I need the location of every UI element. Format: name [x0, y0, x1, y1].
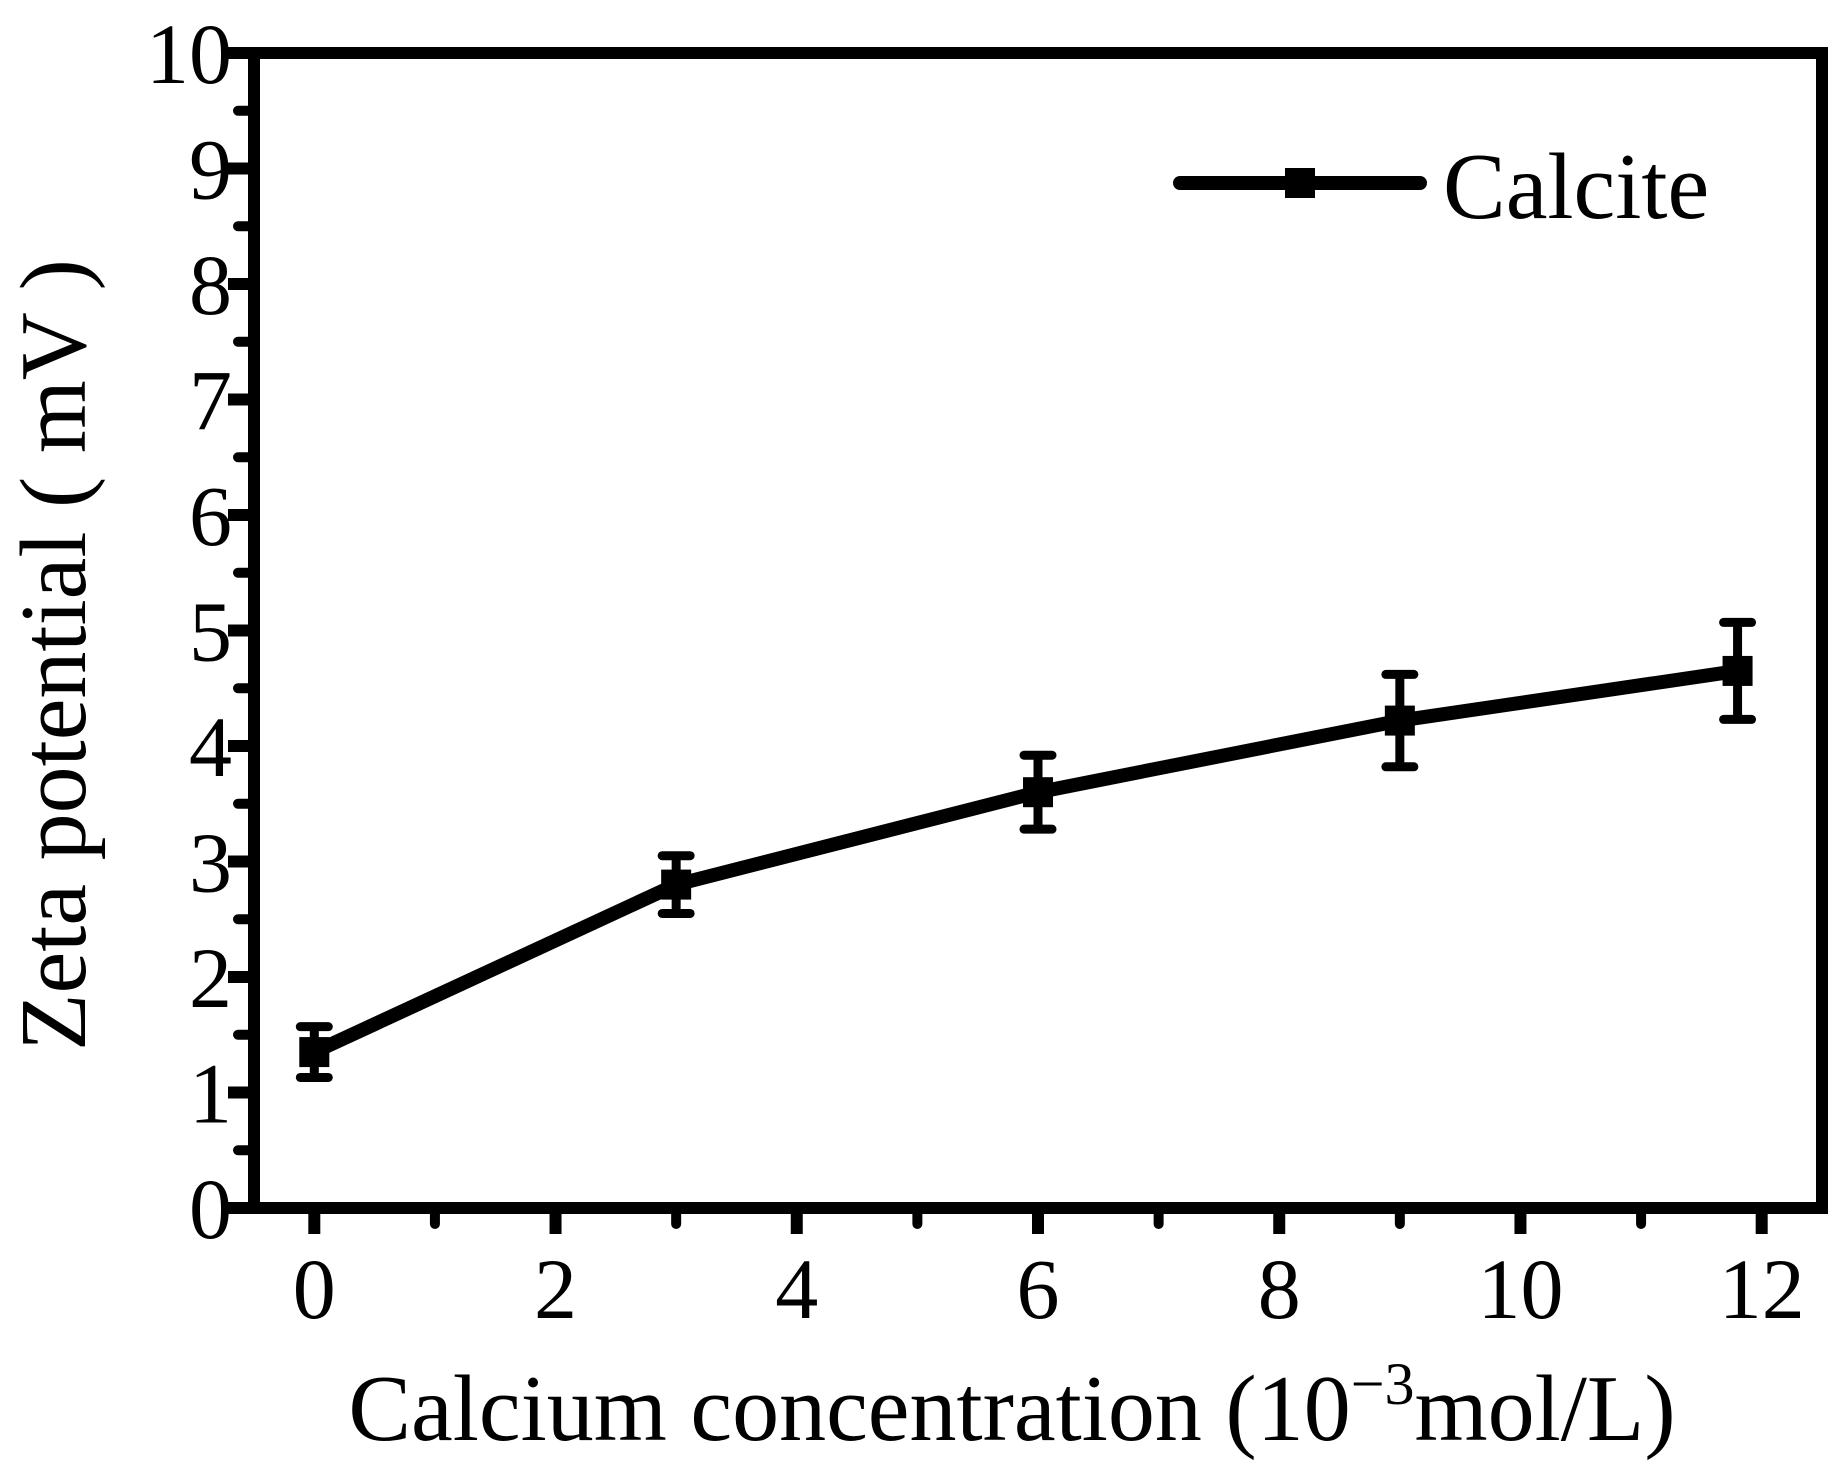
x-tick-label: 2 [534, 1241, 577, 1337]
data-point [299, 1037, 330, 1068]
y-axis-title: Zeta potential ( mV ) [2, 259, 106, 1051]
x-axis-title-main: Calcium concentration (10 [348, 1357, 1350, 1461]
legend: Calcite [1173, 135, 1709, 239]
y-tick-label: 5 [189, 584, 232, 680]
y-tick-label: 10 [146, 6, 232, 102]
y-tick-label: 2 [189, 930, 232, 1026]
x-tick-labels: 0 2 4 6 8 10 12 [293, 1241, 1805, 1337]
y-tick-label: 4 [189, 699, 232, 795]
x-tick-label: 12 [1719, 1241, 1805, 1337]
y-tick-label: 8 [189, 237, 232, 333]
x-axis-title-end: mol/L) [1415, 1357, 1676, 1461]
y-tick-label: 3 [189, 815, 232, 911]
series-layer [295, 617, 1757, 1082]
legend-label: Calcite [1443, 135, 1709, 239]
series-line-calcite [307, 663, 1745, 1060]
x-axis-title-superscript: −3 [1351, 1351, 1415, 1417]
y-tick-label: 0 [189, 1161, 232, 1257]
y-tick-label: 9 [189, 122, 232, 218]
y-tick-labels: 0 1 2 3 4 5 6 7 8 9 10 [146, 6, 232, 1257]
legend-marker [1285, 168, 1315, 198]
data-point [661, 869, 692, 900]
x-tick-label: 0 [293, 1241, 336, 1337]
x-tick-label: 4 [775, 1241, 818, 1337]
x-tick-label: 6 [1017, 1241, 1060, 1337]
y-tick-label: 1 [189, 1046, 232, 1142]
y-tick-label: 6 [189, 468, 232, 564]
data-point [1023, 777, 1053, 808]
data-point [1384, 705, 1415, 736]
plot-area-frame [248, 47, 1828, 1214]
x-tick-label: 8 [1258, 1241, 1301, 1337]
y-tick-label: 7 [189, 353, 232, 449]
x-tick-label: 10 [1477, 1241, 1563, 1337]
data-point [1722, 655, 1753, 686]
minor-ticks [233, 105, 1647, 1229]
x-axis-title: Calcium concentration (10−3mol/L) [348, 1351, 1675, 1461]
